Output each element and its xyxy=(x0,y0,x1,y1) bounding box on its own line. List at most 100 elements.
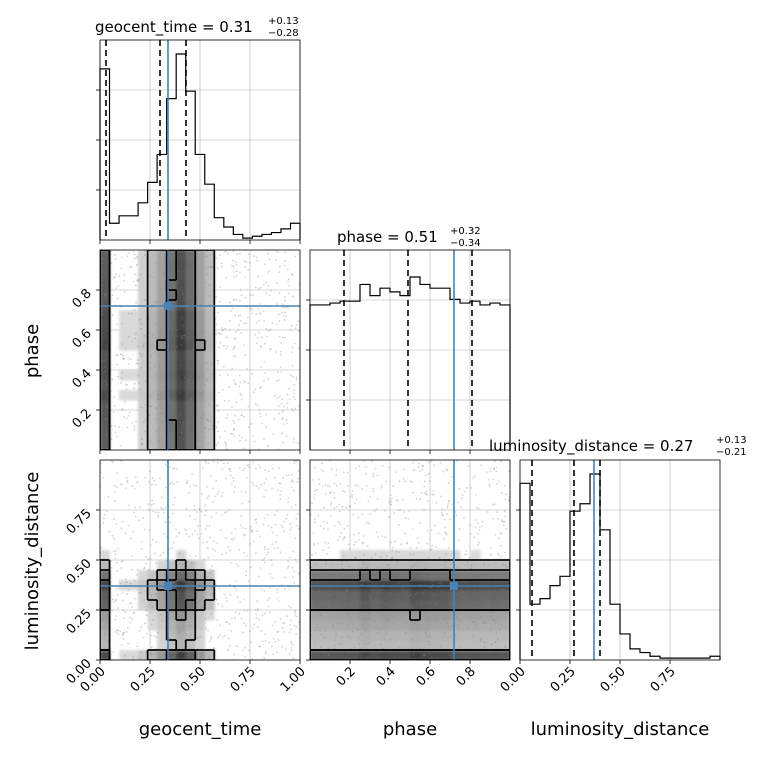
sample-point xyxy=(182,596,185,599)
sample-point xyxy=(178,436,181,439)
sample-point xyxy=(324,541,326,544)
sample-point xyxy=(381,464,384,467)
sample-point xyxy=(331,626,334,629)
sample-point xyxy=(200,340,202,343)
sample-point xyxy=(242,649,245,651)
sample-point xyxy=(366,485,369,488)
density-cell xyxy=(340,590,351,601)
sample-point xyxy=(290,486,293,489)
sample-point xyxy=(475,624,478,627)
density-cell xyxy=(176,650,187,660)
sample-point xyxy=(283,296,286,298)
density-cell xyxy=(390,640,401,651)
sample-point xyxy=(256,275,259,278)
density-cell xyxy=(410,610,421,621)
sample-point xyxy=(470,567,473,570)
sample-point xyxy=(389,638,392,641)
sample-point xyxy=(144,528,146,531)
sample-point xyxy=(347,651,350,654)
sample-point xyxy=(158,428,161,430)
sample-point xyxy=(367,643,370,646)
density-cell xyxy=(138,380,149,391)
sample-point xyxy=(289,328,292,331)
sample-point xyxy=(178,391,181,394)
sample-point xyxy=(346,590,349,593)
sample-point xyxy=(210,587,213,590)
sample-point xyxy=(247,500,250,503)
sample-point xyxy=(447,502,450,505)
sample-point xyxy=(170,378,173,381)
density-cell xyxy=(176,340,187,351)
density-cell xyxy=(185,620,196,631)
sample-point xyxy=(155,636,158,638)
sample-point xyxy=(296,442,299,445)
sample-point xyxy=(103,517,105,520)
density-cell xyxy=(157,650,168,660)
sample-point xyxy=(332,624,335,627)
sample-point xyxy=(255,616,258,619)
density-cell xyxy=(185,370,196,381)
sample-point xyxy=(116,570,119,572)
luminosity_distance-xtick-label: 0.00 xyxy=(498,664,529,695)
sample-point xyxy=(235,275,238,277)
sample-point xyxy=(218,374,221,377)
sample-point xyxy=(422,465,425,468)
sample-point xyxy=(267,445,269,448)
density-cell xyxy=(119,320,130,331)
sample-point xyxy=(361,487,364,490)
sample-point xyxy=(185,533,188,536)
density-cell xyxy=(450,570,461,581)
density-cell xyxy=(100,250,111,261)
sample-point xyxy=(143,622,146,625)
density-cell xyxy=(100,350,111,361)
sample-point xyxy=(363,460,365,462)
sample-point xyxy=(457,624,460,626)
density-cell xyxy=(185,430,196,441)
sample-point xyxy=(180,431,183,434)
sample-point xyxy=(161,421,163,424)
sample-point xyxy=(347,614,350,617)
sample-point xyxy=(114,500,116,502)
sample-point xyxy=(313,544,316,546)
sample-point xyxy=(116,363,118,366)
sample-point xyxy=(160,583,162,585)
sample-point xyxy=(228,623,231,625)
sample-point xyxy=(247,649,250,652)
sample-point xyxy=(260,422,263,425)
density-cell xyxy=(176,380,187,391)
sample-point xyxy=(465,553,468,556)
phase-ytick-label: 0.4 xyxy=(70,366,95,391)
sample-point xyxy=(156,514,159,517)
sample-point xyxy=(133,253,136,256)
sample-point xyxy=(388,591,391,594)
sample-point xyxy=(295,517,298,520)
sample-point xyxy=(311,502,314,505)
sample-point xyxy=(136,568,139,571)
sample-point xyxy=(151,605,154,608)
sample-point xyxy=(382,647,385,650)
sample-point xyxy=(133,487,136,490)
sample-point xyxy=(288,284,290,287)
sample-point xyxy=(162,532,165,535)
sample-point xyxy=(279,353,282,356)
sample-point xyxy=(461,497,463,500)
sample-point xyxy=(310,634,313,636)
sample-point xyxy=(294,558,297,561)
sample-point xyxy=(490,643,493,646)
sample-point xyxy=(349,651,352,654)
sample-point xyxy=(138,657,141,659)
sample-point xyxy=(366,656,369,659)
density-cell xyxy=(490,630,501,641)
sample-point xyxy=(371,639,374,641)
density-cell xyxy=(450,610,461,621)
sample-point xyxy=(103,633,106,636)
sample-point xyxy=(276,303,278,305)
density-cell xyxy=(500,650,510,660)
sample-point xyxy=(242,469,245,472)
sample-point xyxy=(137,280,140,282)
sample-point xyxy=(235,645,238,648)
sample-point xyxy=(353,646,356,649)
sample-point xyxy=(335,605,338,608)
sample-point xyxy=(187,379,190,381)
density-cell xyxy=(450,600,461,611)
